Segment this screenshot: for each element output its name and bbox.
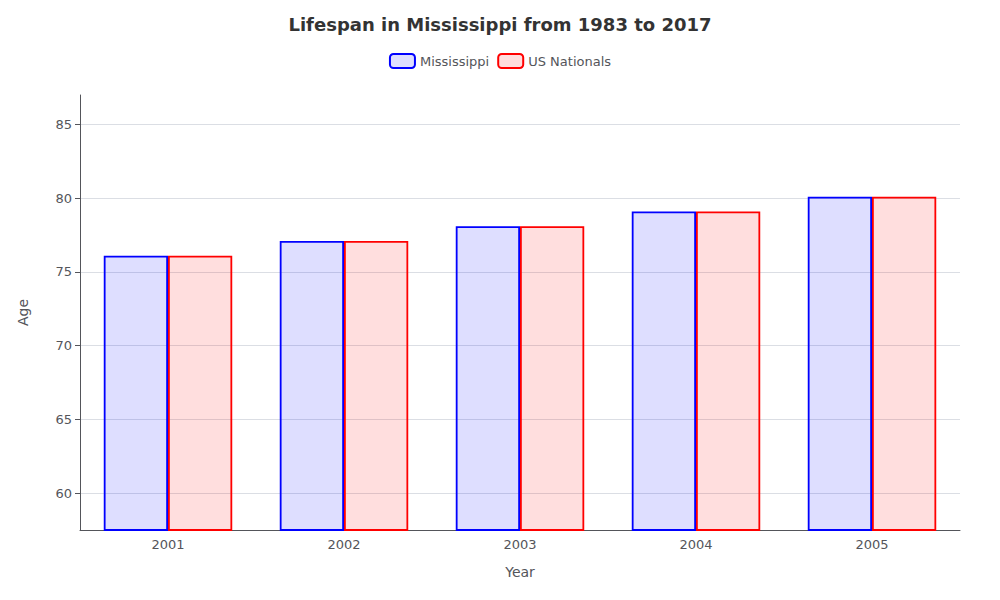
svg-text:2001: 2001 bbox=[151, 537, 184, 552]
svg-text:70: 70 bbox=[55, 338, 72, 353]
svg-text:2004: 2004 bbox=[679, 537, 712, 552]
svg-text:Lifespan in Mississippi from 1: Lifespan in Mississippi from 1983 to 201… bbox=[288, 14, 711, 35]
svg-text:US Nationals: US Nationals bbox=[528, 54, 611, 69]
svg-text:65: 65 bbox=[55, 412, 72, 427]
svg-text:Age: Age bbox=[15, 299, 31, 326]
svg-text:75: 75 bbox=[55, 264, 72, 279]
svg-text:60: 60 bbox=[55, 486, 72, 501]
svg-text:85: 85 bbox=[55, 117, 72, 132]
svg-text:2003: 2003 bbox=[503, 537, 536, 552]
svg-text:2005: 2005 bbox=[855, 537, 888, 552]
svg-text:Mississippi: Mississippi bbox=[420, 54, 489, 69]
svg-text:2002: 2002 bbox=[327, 537, 360, 552]
svg-text:Year: Year bbox=[504, 564, 535, 580]
svg-text:80: 80 bbox=[55, 191, 72, 206]
